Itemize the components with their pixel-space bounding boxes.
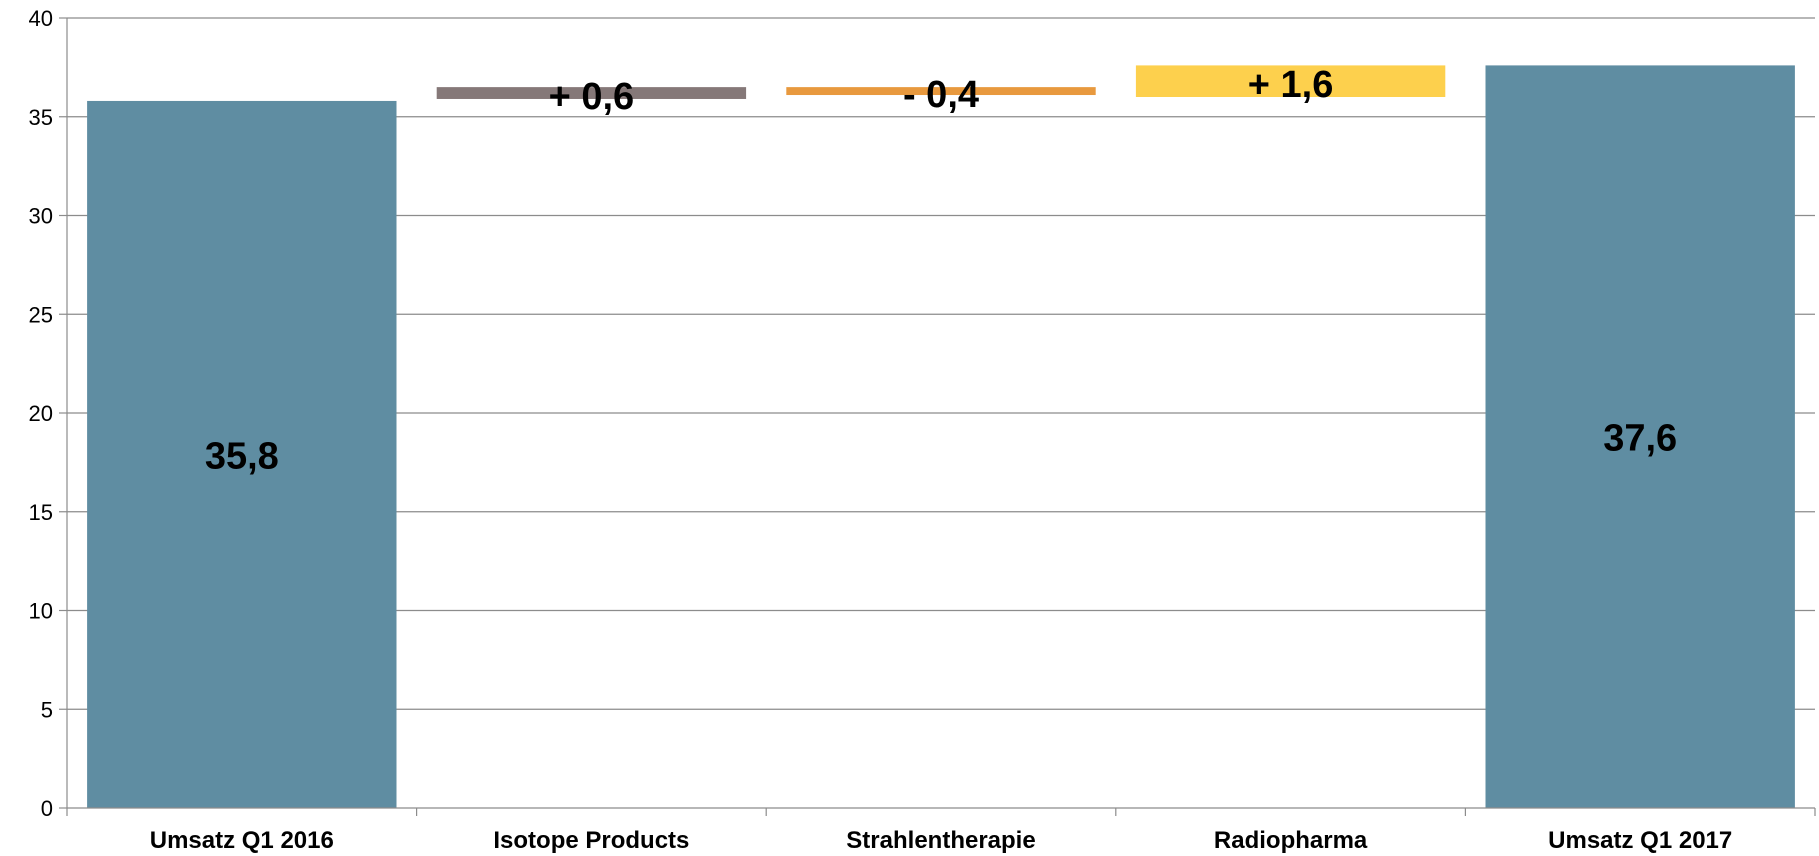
x-axis: Umsatz Q1 2016 Isotope Products Strahlenth… xyxy=(66,807,1816,854)
y-axis: 0 5 10 15 20 25 30 35 40 xyxy=(29,6,68,821)
x-category-label: Strahlentherapie xyxy=(846,827,1035,854)
data-label: - 0,4 xyxy=(903,74,979,116)
x-category-label: Radiopharma xyxy=(1214,827,1368,854)
bar-strahlentherapie xyxy=(786,87,1096,96)
data-label: 37,6 xyxy=(1603,418,1677,460)
y-tick-label: 25 xyxy=(29,302,53,327)
data-label: + 0,6 xyxy=(549,76,635,118)
y-tick-label: 10 xyxy=(29,599,53,624)
y-tick-label: 20 xyxy=(29,401,53,426)
y-tick-label: 30 xyxy=(29,204,53,229)
x-category-label: Umsatz Q1 2017 xyxy=(1548,827,1732,854)
x-category-label: Isotope Products xyxy=(493,827,689,854)
data-label: 35,8 xyxy=(205,435,279,477)
x-category-label: Umsatz Q1 2016 xyxy=(150,827,334,854)
y-tick-label: 0 xyxy=(41,796,53,821)
bar-umsatz-q1-2016 xyxy=(87,100,397,808)
y-tick-label: 5 xyxy=(41,697,53,722)
bar-radiopharma xyxy=(1135,65,1446,97)
y-tick-label: 40 xyxy=(29,6,53,31)
bar-umsatz-q1-2017 xyxy=(1485,65,1795,808)
y-tick-label: 15 xyxy=(29,500,53,525)
bar-isotope-products xyxy=(436,87,747,99)
data-label: + 1,6 xyxy=(1248,64,1334,106)
bars: 35,8 + 0,6 - 0,4 + 1,6 37,6 xyxy=(87,64,1795,808)
y-tick-label: 35 xyxy=(29,105,53,130)
